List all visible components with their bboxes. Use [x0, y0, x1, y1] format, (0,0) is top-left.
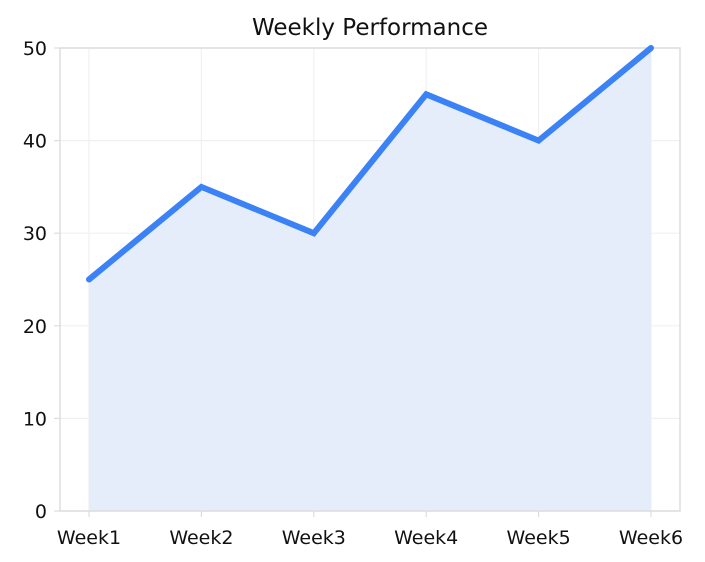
- x-tick-label: Week5: [507, 527, 571, 549]
- chart-title: Weekly Performance: [252, 15, 488, 41]
- y-tick-label: 30: [23, 223, 47, 245]
- y-tick-label: 20: [23, 316, 47, 338]
- x-tick-label: Week6: [619, 527, 683, 549]
- y-tick-label: 40: [23, 131, 47, 153]
- area-fill: [89, 48, 651, 511]
- y-tick-label: 0: [35, 501, 47, 523]
- y-tick-label: 10: [23, 408, 47, 430]
- x-tick-label: Week4: [394, 527, 458, 549]
- x-tick-label: Week2: [169, 527, 233, 549]
- x-tick-label: Week1: [57, 527, 121, 549]
- y-tick-label: 50: [23, 38, 47, 60]
- series-line: [86, 45, 654, 283]
- x-tick-label: Week3: [282, 527, 346, 549]
- plot-frame: [59, 47, 681, 512]
